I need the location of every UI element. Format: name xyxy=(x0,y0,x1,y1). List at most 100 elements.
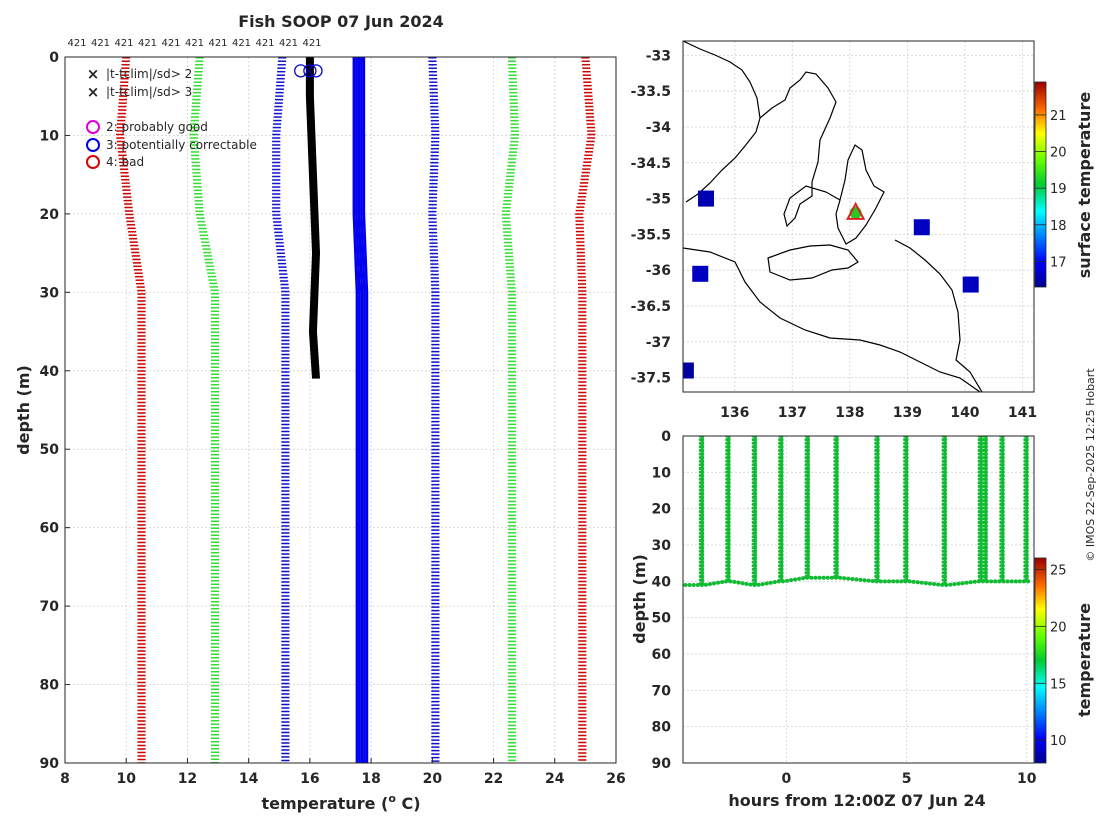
timeseries-x-tick-label: 10 xyxy=(1017,771,1037,787)
profile-x-tick-label: 12 xyxy=(178,771,197,787)
legend-label: |t-tclim|/sd> 3 xyxy=(106,85,192,99)
legend-circle-marker xyxy=(86,155,100,169)
legend-label: |t-tclim|/sd> 2 xyxy=(106,67,192,81)
timeseries-colorbar-tick-label: 15 xyxy=(1050,677,1067,692)
map-y-ticks: -33 -33.5 -34 -34.5 -35 -35.5 -36 -36.5 -37 -37.5 xyxy=(631,48,672,386)
map-x-ticks: 136 137 138 139 140 141 xyxy=(720,405,1037,421)
profile-series-2 xyxy=(272,57,290,763)
legend-x-marker: × xyxy=(87,83,100,101)
profile-series-7 xyxy=(305,57,321,379)
profile-series-line xyxy=(307,57,316,379)
map-sst-blob xyxy=(683,362,694,379)
map-x-tick-label: 140 xyxy=(950,405,979,421)
map-sst-blob xyxy=(698,190,715,207)
map-colorbar-tick-label: 21 xyxy=(1050,109,1067,124)
map-x-tick-label: 141 xyxy=(1008,405,1037,421)
profile-series-line xyxy=(278,57,290,763)
profile-x-ticks: 8 10 12 14 16 18 20 22 24 26 xyxy=(60,758,626,787)
profile-x-tick-label: 8 xyxy=(60,771,70,787)
profile-top-label: 421 xyxy=(208,38,227,49)
profile-x-tick-label: 18 xyxy=(361,771,380,787)
map-y-tick-label: -36.5 xyxy=(631,299,671,315)
map-station-triangle xyxy=(845,201,866,220)
profile-series-line xyxy=(311,57,321,379)
map-x-tick-label: 137 xyxy=(778,405,807,421)
profile-top-label: 421 xyxy=(91,38,110,49)
timeseries-y-tick-label: 90 xyxy=(652,756,672,772)
coastline-gulf-east xyxy=(759,71,841,228)
legend-x-marker: × xyxy=(87,65,100,83)
timeseries-y-tick-label: 70 xyxy=(652,683,672,699)
map-panel: 136 137 138 139 140 141 -33-33.5-34-34.5-35-3… xyxy=(631,40,1094,421)
timeseries-colorbar-tick-label: 20 xyxy=(1050,620,1067,635)
map-colorbar-label: surface temperature xyxy=(1075,92,1094,279)
profile-flag-circle xyxy=(294,64,308,78)
profile-series-line xyxy=(355,57,361,763)
profile-series-line xyxy=(115,57,140,763)
profile-series-line xyxy=(501,57,514,763)
profile-y-tick-label: 90 xyxy=(40,756,60,772)
profile-y-tick-label: 80 xyxy=(40,678,60,694)
coastline-southeast xyxy=(894,239,983,392)
profile-series-line xyxy=(507,57,520,763)
map-colorbar-tick-label: 20 xyxy=(1050,146,1067,161)
map-colorbar-ticks: 17 18 19 20 21 xyxy=(1035,109,1067,270)
profile-series-3 xyxy=(352,57,369,763)
profile-top-label: 421 xyxy=(302,38,321,49)
legend-label: 4: bad xyxy=(106,155,144,169)
profile-y-label: depth (m) xyxy=(14,365,33,455)
map-y-tick-label: -36 xyxy=(646,263,671,279)
profile-top-label: 421 xyxy=(232,38,251,49)
map-y-tick-label: -33.5 xyxy=(631,84,671,100)
map-y-tick-label: -33 xyxy=(646,48,671,64)
profile-y-tick-label: 30 xyxy=(40,285,60,301)
profile-series-line xyxy=(274,57,286,763)
profile-flag-circle xyxy=(303,64,317,78)
profile-top-label: 421 xyxy=(161,38,180,49)
map-stations xyxy=(845,201,866,220)
map-colorbar-tick-label: 19 xyxy=(1050,182,1067,197)
profile-series-line xyxy=(352,57,359,763)
profile-y-tick-label: 60 xyxy=(40,521,60,537)
map-sst-blob xyxy=(962,276,979,293)
profile-top-label: 421 xyxy=(185,38,204,49)
legend-label: 3: potentially correctable xyxy=(106,138,257,152)
profile-x-tick-label: 10 xyxy=(116,771,136,787)
profile-top-label: 421 xyxy=(138,38,157,49)
profile-series-line xyxy=(119,57,144,763)
map-colorbar xyxy=(1034,81,1047,288)
profile-series-line xyxy=(117,57,142,763)
profile-series-line xyxy=(360,57,366,763)
timeseries-y-tick-label: 80 xyxy=(652,720,672,736)
profile-series-line xyxy=(432,57,438,763)
profile-y-tick-label: 20 xyxy=(40,207,60,223)
timeseries-y-ticks: 0 10 20 30 40 50 60 70 80 90 xyxy=(652,429,672,772)
profile-series-line xyxy=(575,57,590,763)
timeseries-casts xyxy=(683,436,1032,587)
profile-y-tick-label: 50 xyxy=(40,442,60,458)
timeseries-colorbar-ticks: 10 15 20 25 xyxy=(1035,563,1067,749)
map-sst-blob xyxy=(692,265,709,282)
map-y-tick-label: -37 xyxy=(646,335,671,351)
legend-item-flag3: 3: potentially correctable xyxy=(86,138,257,152)
timeseries-y-tick-label: 40 xyxy=(652,574,672,590)
timeseries-y-tick-label: 20 xyxy=(652,502,672,518)
profile-series-0 xyxy=(115,57,146,763)
legend-item-sd2: × |t-tclim|/sd> 2 xyxy=(87,65,192,83)
profile-series-line xyxy=(428,57,434,763)
profile-series-line xyxy=(121,57,146,763)
map-y-tick-label: -34.5 xyxy=(631,156,671,172)
profile-series-4 xyxy=(428,57,440,763)
timeseries-x-tick-label: 5 xyxy=(902,771,912,787)
profile-y-ticks: 0 10 20 30 40 50 60 70 80 90 xyxy=(40,50,70,772)
map-y-tick-label: -35.5 xyxy=(631,227,671,243)
map-axes-frame xyxy=(682,40,1035,393)
map-sst-blobs xyxy=(683,190,979,379)
profile-x-tick-label: 22 xyxy=(484,771,503,787)
timeseries-y-tick-label: 10 xyxy=(652,465,672,481)
profile-series-line xyxy=(503,57,516,763)
profile-top-label: 421 xyxy=(114,38,133,49)
legend-item-flag2: 2: probably good xyxy=(86,120,208,134)
profile-top-labels: 421 421 421 421 421 421 421 421 421 421 421 xyxy=(67,38,321,49)
profile-x-tick-label: 20 xyxy=(423,771,443,787)
